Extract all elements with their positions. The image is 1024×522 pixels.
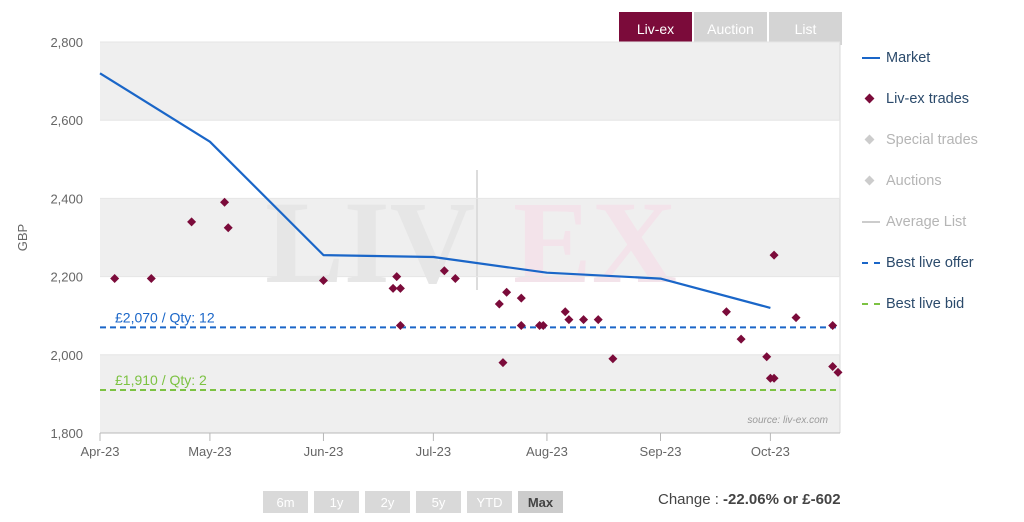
tab-list[interactable]: List bbox=[769, 12, 842, 45]
x-tick-label: Jun-23 bbox=[304, 444, 344, 459]
legend-label: Auctions bbox=[886, 173, 942, 189]
source-note: source: liv-ex.com bbox=[747, 415, 828, 426]
legend-label: Liv-ex trades bbox=[886, 91, 970, 107]
x-axis: Apr-23 May-23 Jun-23 Jul-23 Aug-23 Sep-23 Oct-… bbox=[80, 432, 840, 459]
trade-point bbox=[439, 266, 449, 276]
chart-series bbox=[99, 72, 843, 383]
legend-label: Best live offer bbox=[886, 255, 974, 271]
chart-band bbox=[100, 198, 840, 277]
trade-point bbox=[318, 276, 328, 286]
range-button-6m[interactable]: 6m bbox=[263, 491, 308, 513]
x-tick-label: Apr-23 bbox=[80, 444, 119, 459]
trade-point bbox=[833, 367, 843, 377]
legend-line-icon bbox=[862, 298, 880, 310]
legend-label: Average List bbox=[886, 214, 967, 230]
range-button-max[interactable]: Max bbox=[518, 491, 563, 513]
legend-item-best-live-bid[interactable]: Best live bid bbox=[862, 292, 964, 316]
trade-point bbox=[721, 307, 731, 317]
trade-point bbox=[516, 293, 526, 303]
y-tick-label: 2,400 bbox=[50, 191, 83, 206]
watermark-liv: LIV bbox=[265, 177, 475, 308]
trade-point bbox=[223, 223, 233, 233]
trade-point bbox=[392, 272, 402, 282]
legend-label: Market bbox=[886, 50, 931, 66]
legend-line-icon bbox=[862, 257, 880, 269]
chart-band bbox=[100, 120, 840, 199]
y-axis-title: GBP bbox=[15, 224, 30, 251]
y-tick-label: 2,200 bbox=[50, 270, 83, 285]
legend-diamond-icon bbox=[862, 134, 880, 146]
x-tick-label: Aug-23 bbox=[526, 444, 568, 459]
trade-point bbox=[538, 320, 548, 330]
legend-item-best-live-offer[interactable]: Best live offer bbox=[862, 251, 974, 275]
trade-point bbox=[498, 358, 508, 368]
range-button-ytd[interactable]: YTD bbox=[467, 491, 512, 513]
trade-point bbox=[494, 299, 504, 309]
legend-diamond-icon bbox=[862, 93, 880, 105]
source-tabs: Liv-ex Auction List bbox=[619, 12, 842, 45]
trade-point bbox=[736, 334, 746, 344]
legend-item-auctions[interactable]: Auctions bbox=[862, 169, 942, 193]
reference-label: £1,910 / Qty: 2 bbox=[115, 372, 207, 388]
trade-point bbox=[769, 373, 779, 383]
trade-point bbox=[395, 320, 405, 330]
trade-point bbox=[608, 354, 618, 364]
legend-item-average-list[interactable]: Average List bbox=[862, 210, 966, 234]
change-prefix: Change : bbox=[658, 491, 724, 508]
trade-point bbox=[388, 283, 398, 293]
reference-lines: £2,070 / Qty: 12 £1,910 / Qty: 2 bbox=[100, 309, 840, 391]
chart-band bbox=[100, 276, 840, 355]
x-tick-label: May-23 bbox=[188, 444, 231, 459]
chart-band bbox=[100, 354, 840, 433]
legend-item-special-trades[interactable]: Special trades bbox=[862, 128, 978, 152]
trade-point bbox=[564, 315, 574, 325]
legend-label: Special trades bbox=[886, 132, 978, 148]
trade-point bbox=[579, 315, 589, 325]
trade-point bbox=[220, 197, 230, 207]
x-tick-label: Jul-23 bbox=[416, 444, 451, 459]
y-tick-label: 1,800 bbox=[50, 426, 83, 441]
range-button-2y[interactable]: 2y bbox=[365, 491, 410, 513]
legend-diamond-icon bbox=[862, 175, 880, 187]
trade-point bbox=[110, 274, 120, 284]
y-axis: 1,800 2,000 2,200 2,400 2,600 2,800 bbox=[50, 35, 83, 441]
legend-line-icon bbox=[862, 216, 880, 228]
watermark-ex: EX bbox=[513, 177, 677, 308]
y-tick-label: 2,600 bbox=[50, 113, 83, 128]
trade-point bbox=[450, 274, 460, 284]
trade-point bbox=[828, 320, 838, 330]
trade-point bbox=[828, 362, 838, 372]
y-tick-label: 2,800 bbox=[50, 35, 83, 50]
trade-point bbox=[791, 313, 801, 323]
chart-background-bands bbox=[100, 42, 841, 433]
y-tick-label: 2,000 bbox=[50, 348, 83, 363]
trade-point bbox=[502, 287, 512, 297]
range-button-5y[interactable]: 5y bbox=[416, 491, 461, 513]
legend-item-market[interactable]: Market bbox=[862, 46, 930, 70]
legend-line-icon bbox=[862, 52, 880, 64]
trade-point bbox=[769, 250, 779, 260]
change-summary: Change : -22.06% or £-602 bbox=[658, 491, 841, 508]
tab-auction[interactable]: Auction bbox=[694, 12, 767, 45]
trade-point bbox=[146, 274, 156, 284]
x-tick-label: Sep-23 bbox=[640, 444, 682, 459]
reference-label: £2,070 / Qty: 12 bbox=[115, 309, 215, 325]
legend-item-liv-ex-trades[interactable]: Liv-ex trades bbox=[862, 87, 969, 111]
trade-point bbox=[762, 352, 772, 362]
trade-point bbox=[395, 283, 405, 293]
tab-liv-ex[interactable]: Liv-ex bbox=[619, 12, 692, 45]
x-tick-label: Oct-23 bbox=[751, 444, 790, 459]
trade-point bbox=[187, 217, 197, 227]
change-value: -22.06% or £-602 bbox=[723, 491, 841, 508]
legend-label: Best live bid bbox=[886, 296, 965, 312]
range-button-1y[interactable]: 1y bbox=[314, 491, 359, 513]
trade-point bbox=[593, 315, 603, 325]
trade-point bbox=[560, 307, 570, 317]
trade-point bbox=[516, 320, 526, 330]
chart-band bbox=[100, 42, 840, 121]
liv-ex-watermark: LIV EX bbox=[265, 170, 677, 308]
